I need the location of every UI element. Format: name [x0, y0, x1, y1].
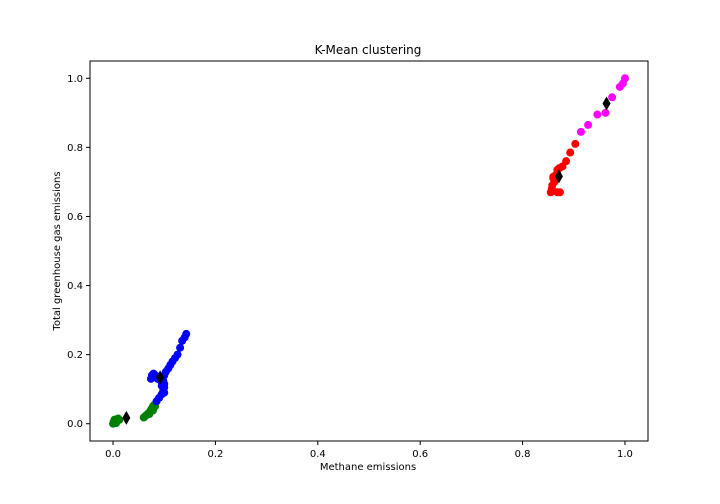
- data-point-cluster-1: [173, 350, 182, 359]
- data-point-cluster-0: [145, 410, 154, 419]
- y-tick-label: 0.4: [67, 281, 83, 292]
- chart-title: K-Mean clustering: [315, 43, 422, 57]
- data-point-cluster-3: [584, 120, 593, 129]
- data-point-cluster-2: [562, 157, 571, 166]
- data-point-cluster-1: [157, 381, 166, 390]
- x-tick-label: 0.6: [412, 449, 428, 460]
- data-point-cluster-2: [549, 172, 558, 181]
- centroid-marker: [554, 169, 563, 184]
- data-point-cluster-0: [112, 417, 121, 426]
- data-point-cluster-2: [555, 188, 564, 197]
- data-point-cluster-1: [176, 343, 185, 352]
- centroid-marker: [156, 370, 165, 385]
- axes-frame: [89, 60, 649, 442]
- plot-area: 0.0 0.2 0.4 0.6 0.8 1.0 0.0 0.2 0.4 0.6 0.8 1.0: [67, 60, 649, 460]
- y-tick-label: 0.0: [67, 419, 83, 430]
- y-tick-label: 0.6: [67, 212, 83, 223]
- x-tick-label: 0.4: [310, 449, 326, 460]
- data-point-cluster-3: [593, 110, 602, 119]
- y-axis-label: Total greenhouse gas emissions: [52, 171, 63, 331]
- x-tick-label: 0.0: [105, 449, 121, 460]
- data-point-cluster-3: [576, 127, 585, 136]
- centroid-marker: [122, 410, 131, 425]
- y-tick-label: 1.0: [67, 74, 83, 85]
- data-point-cluster-3: [601, 108, 610, 117]
- data-point-cluster-3: [620, 74, 629, 83]
- x-tick-label: 0.2: [207, 449, 223, 460]
- x-tick-label: 0.8: [515, 449, 531, 460]
- y-tick-label: 0.8: [67, 143, 83, 154]
- x-axis-label: Methane emissions: [320, 462, 416, 473]
- y-tick-label: 0.2: [67, 350, 83, 361]
- centroid-marker: [602, 96, 611, 111]
- data-point-cluster-3: [608, 93, 617, 102]
- data-point-cluster-1: [182, 329, 191, 338]
- data-point-cluster-2: [566, 148, 575, 157]
- data-point-cluster-1: [160, 388, 169, 397]
- x-tick-label: 1.0: [617, 449, 633, 460]
- data-point-cluster-2: [571, 139, 580, 148]
